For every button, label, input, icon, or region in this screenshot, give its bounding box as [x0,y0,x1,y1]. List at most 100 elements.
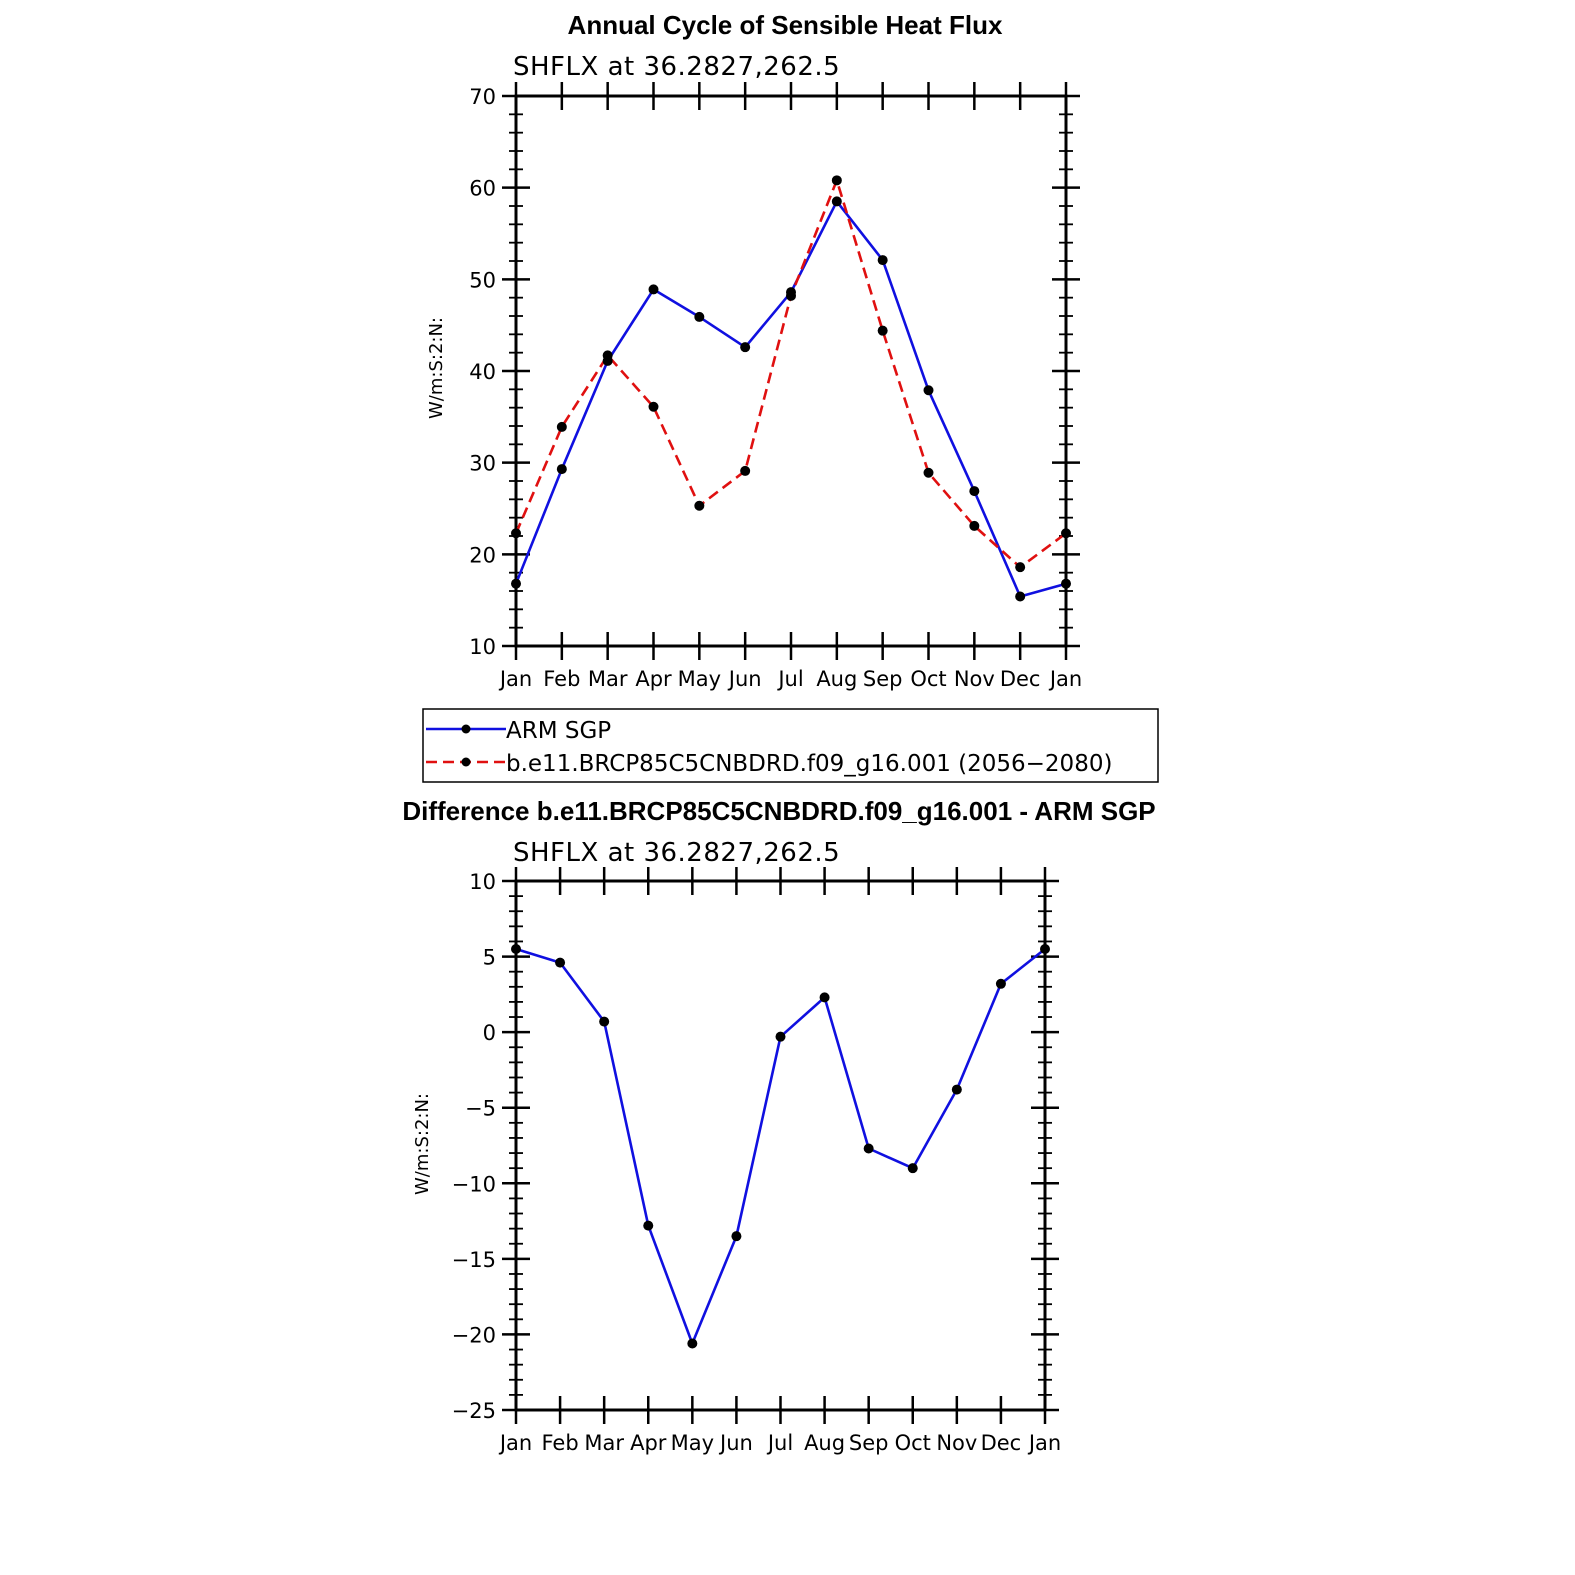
x-tick-label: Dec [1000,667,1041,691]
legend-marker-obs [461,724,471,734]
y-tick-label: 40 [469,360,496,384]
x-tick-label: Nov [936,1431,977,1455]
x-tick-label: Feb [543,667,580,691]
data-point [1061,528,1071,539]
data-point [648,284,659,295]
data-point [863,1143,874,1154]
x-tick-label: Sep [849,1431,889,1455]
x-tick-label: Jan [498,667,532,691]
data-point [643,1220,654,1231]
data-point [969,520,980,531]
x-tick-label: Oct [895,1431,931,1455]
x-tick-label: Sep [863,667,903,691]
data-point [599,1016,610,1027]
legend-marker-model [461,757,471,767]
y-tick-label: 50 [469,268,496,292]
data-point [1015,562,1026,573]
y-tick-label: 0 [483,1021,496,1045]
data-point [831,196,842,207]
y-tick-label: −20 [452,1323,496,1347]
data-point [511,578,521,589]
data-point [1015,591,1026,602]
data-point [1061,578,1071,589]
data-point [694,311,705,322]
data-point [1040,944,1050,955]
tick-marks [502,867,1059,1424]
series-line [515,947,1046,1345]
plot-frame [514,879,1047,1412]
data-point [648,401,659,412]
x-tick-label: Jan [498,1431,532,1455]
data-point [995,978,1006,989]
x-tick-label: Aug [816,667,857,691]
x-tick-label: Dec [981,1431,1022,1455]
chart-title: Annual Cycle of Sensible Heat Flux [568,10,1003,40]
data-point [740,465,751,476]
data-point [694,500,705,511]
x-tick-label: Nov [954,667,995,691]
x-tick-label: Aug [804,1431,845,1455]
data-point [877,325,888,336]
data-point [951,1084,962,1095]
data-point [555,957,566,968]
data-point [831,175,842,186]
x-tick-labels: Jan Feb Mar Apr May Jun Jul Aug Sep Oct Nov Dec Jan [498,1431,1061,1455]
x-tick-label: Apr [635,667,672,691]
legend-box [422,708,1159,783]
x-tick-label: Mar [588,667,628,691]
x-tick-label: May [671,1431,714,1455]
legend: ARM SGP b.e11.BRCP85C5CNBDRD.f09_g16.001… [422,708,1159,783]
x-tick-label: Jul [776,667,803,691]
tick-marks [502,82,1080,660]
data-point [923,467,934,478]
x-tick-label: Jul [766,1431,793,1455]
x-tick-label: May [678,667,721,691]
x-tick-label: Feb [541,1431,578,1455]
plot-frame [514,94,1068,648]
data-point [819,992,830,1003]
data-point [731,1231,742,1242]
data-point [923,385,934,396]
difference-chart: Difference b.e11.BRCP85C5CNBDRD.f09_g16.… [402,796,1155,1455]
y-tick-label: 60 [469,177,496,201]
x-tick-label: Mar [584,1431,624,1455]
x-tick-label: Jun [718,1431,753,1455]
y-tick-label: 10 [469,635,496,659]
legend-label-model: b.e11.BRCP85C5CNBDRD.f09_g16.001 (2056−2… [506,751,1112,777]
y-tick-label: 70 [469,85,496,109]
chart-subtitle: SHFLX at 36.2827,262.5 [513,52,840,82]
data-point [602,350,613,361]
x-tick-label: Apr [630,1431,667,1455]
data-point [511,528,521,539]
y-axis-label: W/m:S:2:N: [426,317,447,419]
x-tick-label: Jun [727,667,762,691]
series-line [514,200,1067,598]
annual-cycle-chart: Annual Cycle of Sensible Heat Flux SHFLX… [426,10,1082,691]
y-tick-labels: −25 −20 −15 −10 −5 0 5 10 [452,870,496,1423]
data-point [556,421,567,432]
y-axis-label: W/m:S:2:N: [412,1093,433,1195]
data-point [969,486,980,497]
y-tick-label: 10 [469,870,496,894]
y-tick-label: 20 [469,543,496,567]
series-group [511,944,1050,1349]
y-tick-label: 30 [469,452,496,476]
data-point [907,1163,918,1174]
legend-label-obs: ARM SGP [506,718,611,744]
data-point [877,255,888,266]
data-point [786,290,796,301]
y-tick-label: −15 [452,1248,496,1272]
data-point [740,342,751,353]
series-group [511,175,1071,602]
data-point [687,1338,698,1349]
data-point [775,1031,786,1042]
y-tick-label: −10 [452,1172,496,1196]
data-point [511,944,521,955]
y-tick-labels: 10 20 30 40 50 60 70 [469,85,496,659]
chart-title: Difference b.e11.BRCP85C5CNBDRD.f09_g16.… [402,796,1155,826]
chart-subtitle: SHFLX at 36.2827,262.5 [513,838,840,868]
x-tick-label: Jan [1027,1431,1061,1455]
x-tick-labels: Jan Feb Mar Apr May Jun Jul Aug Sep Oct Nov Dec Jan [498,667,1082,691]
y-tick-label: 5 [483,946,496,970]
